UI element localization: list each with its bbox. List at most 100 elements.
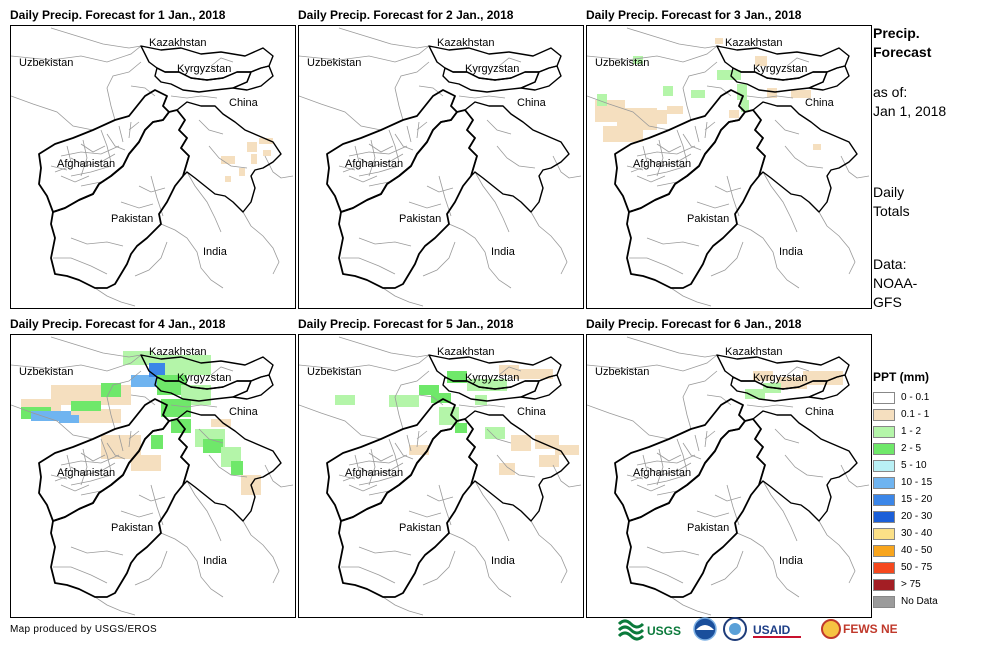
admin-boundary [299,354,430,372]
admin-boundary [11,354,142,372]
admin-boundary [186,171,222,233]
forecast-map: Kazakhstan Uzbekistan Kyrgyzstan China Afgha… [586,25,872,309]
province-boundaries [50,430,132,496]
precip-cell [513,369,553,379]
admin-boundary [646,237,700,247]
admin-boundary [80,452,106,462]
admin-boundary [299,404,382,440]
legend-title: PPT (mm) [873,370,930,384]
admin-boundary [341,257,396,275]
country-label-afghanistan: Afghanistan [633,158,691,170]
legend-swatch [873,476,895,489]
forecast-panel-day6: Daily Precip. Forecast for 6 Jan., 2018 … [586,317,886,618]
precip-cell [419,385,439,395]
precip-cell [71,401,101,411]
admin-boundary [242,520,280,584]
admin-boundary [70,546,124,556]
map-canvas: Kazakhstan Uzbekistan Kyrgyzstan China Afgha… [299,336,582,616]
admin-boundary [629,566,684,584]
admin-boundary [587,95,670,131]
admin-boundary [11,45,142,63]
china-border [176,65,282,213]
admin-boundary [368,452,394,462]
usgs-logo-text: USGS [647,624,681,638]
admin-boundary [530,520,568,584]
precip-cell [667,106,683,114]
admin-boundary [106,370,142,430]
admin-boundary [714,185,742,193]
country-label-kazakhstan: Kazakhstan [725,37,782,49]
admin-boundary [264,155,294,179]
precip-cell [485,427,505,439]
legend-swatch [873,561,895,574]
legend-item: 30 - 40 [873,525,938,542]
admin-boundary [626,27,718,49]
precip-cell [753,371,773,381]
country-label-kazakhstan: Kazakhstan [437,346,494,358]
precip-cell [633,56,643,64]
admin-boundary [106,442,126,460]
precip-cell [31,411,71,421]
map-canvas: Kazakhstan Uzbekistan Kyrgyzstan China Afgha… [11,336,294,616]
pakistan-border [50,109,190,289]
admin-boundary [646,462,692,476]
legend-item: No Data [873,593,938,610]
asof-label: as of: [873,84,908,100]
admin-boundary [682,370,718,430]
admin-boundary [587,45,718,63]
country-label-kyrgyzstan: Kyrgyzstan [177,63,231,75]
country-label-china: China [517,97,547,109]
province-boundaries [338,430,420,496]
forecast-map: Kazakhstan Uzbekistan Kyrgyzstan China Afgha… [586,334,872,618]
usgs-logo: USGS [617,619,681,641]
admin-boundary [840,464,870,488]
legend-swatch [873,391,895,404]
country-label-pakistan: Pakistan [399,213,441,225]
legend-item: 0 - 0.1 [873,389,938,406]
precip-cell [777,377,807,389]
country-label-kazakhstan: Kazakhstan [437,37,494,49]
precip-cell [239,168,245,176]
admin-boundary [646,546,700,556]
totals-line2: Totals [873,203,910,219]
map-canvas: Kazakhstan Uzbekistan Kyrgyzstan China Afgha… [587,336,870,616]
admin-boundary [338,27,430,49]
pakistan-border [626,109,766,289]
precip-cell [467,379,507,391]
admin-boundary [656,452,682,462]
legend-label: 50 - 75 [901,562,933,573]
panel-title: Daily Precip. Forecast for 1 Jan., 2018 [10,8,226,22]
country-label-kazakhstan: Kazakhstan [725,346,782,358]
country-label-china: China [805,97,835,109]
admin-boundary [358,153,404,167]
panel-title: Daily Precip. Forecast for 6 Jan., 2018 [586,317,802,331]
precip-cell [499,463,515,475]
country-label-pakistan: Pakistan [687,213,729,225]
map-canvas: Kazakhstan Uzbekistan Kyrgyzstan China Afgha… [11,27,294,307]
afghanistan-border [614,398,746,522]
admin-boundary [160,223,224,289]
legend-swatch [873,425,895,438]
legend-item: 40 - 50 [873,542,938,559]
admin-boundary [784,454,824,478]
country-label-india: India [779,246,804,258]
admin-boundary [696,201,730,209]
precip-cell [597,94,607,106]
precip-cell [171,419,191,433]
pakistan-border [338,109,478,289]
admin-boundary [646,153,692,167]
admin-boundary [426,494,454,502]
china-border [752,65,858,213]
forecast-panel-day2: Daily Precip. Forecast for 2 Jan., 2018 … [298,8,598,309]
admin-boundary [60,175,90,183]
precip-cell [71,409,121,423]
admin-boundary [422,241,456,277]
country-label-pakistan: Pakistan [111,522,153,534]
legend-item: 0.1 - 1 [873,406,938,423]
admin-boundary [710,241,744,277]
admin-boundary [682,133,702,151]
usaid-logo-text: USAID [753,623,791,637]
admin-boundary [736,532,800,598]
country-label-india: India [779,555,804,567]
precip-cell [745,389,765,399]
